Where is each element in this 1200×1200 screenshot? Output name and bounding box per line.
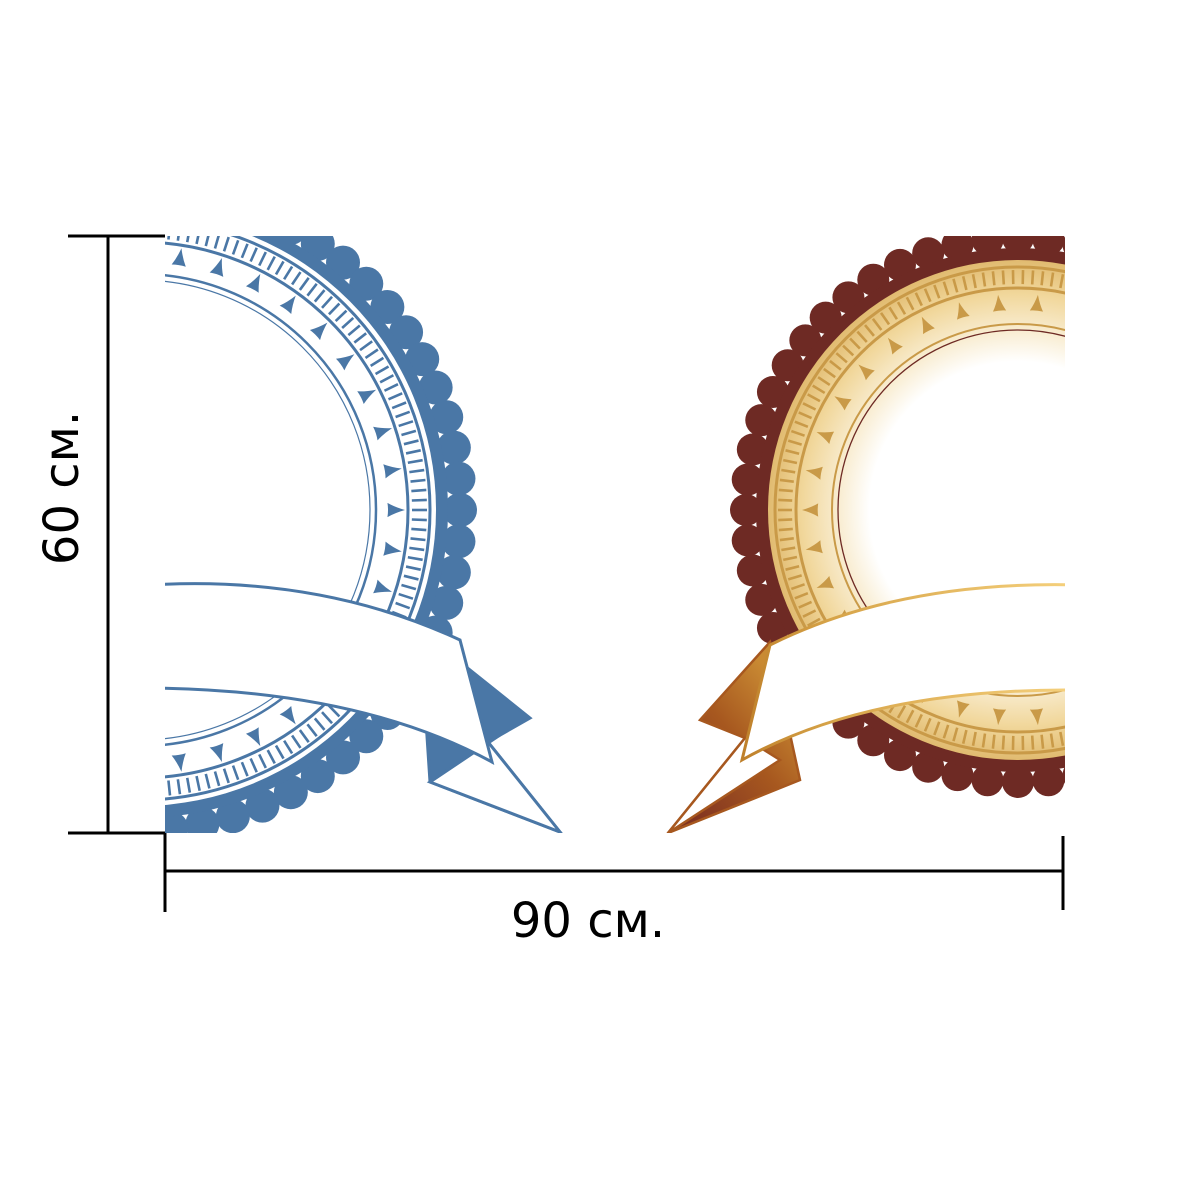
gold-maroon-rosette-badge-icon (666, 236, 1065, 833)
blue-rosette-badge-icon (165, 236, 563, 833)
width-dimension-line (165, 836, 1065, 910)
width-label: 90 см. (511, 893, 665, 949)
print-artwork (165, 236, 1065, 833)
height-label: 60 см. (34, 411, 90, 565)
height-dimension-line (68, 234, 167, 912)
